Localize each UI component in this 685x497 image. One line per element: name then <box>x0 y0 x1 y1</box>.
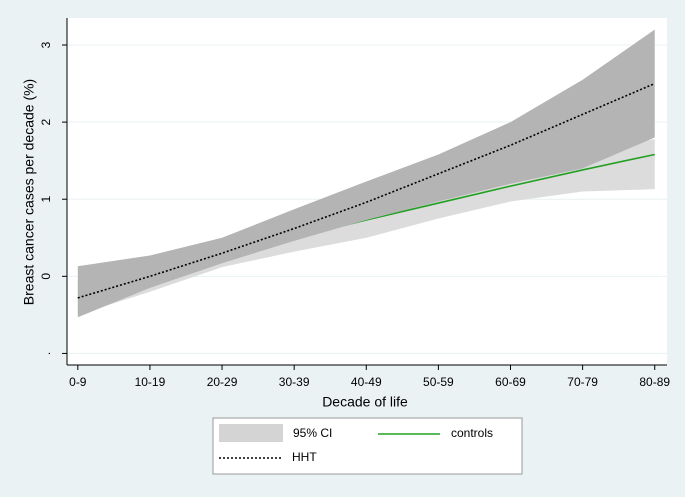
y-tick-label: 0 <box>39 273 53 280</box>
y-tick-label: 3 <box>39 41 53 48</box>
x-tick-label: 0-9 <box>69 375 87 389</box>
x-tick-label: 10-19 <box>135 375 166 389</box>
ci-band <box>77 29 655 318</box>
x-tick-label: 80-89 <box>639 375 670 389</box>
x-axis-label: Decade of life <box>322 394 408 410</box>
x-tick-label: 20-29 <box>207 375 238 389</box>
legend-label: 95% CI <box>293 426 332 440</box>
x-tick-label: 60-69 <box>495 375 526 389</box>
legend-label: HHT <box>292 450 317 464</box>
legend-label: controls <box>451 426 493 440</box>
y-tick-label: 1 <box>39 196 53 203</box>
y-tick-label: 2 <box>39 118 53 125</box>
series-line <box>77 82 656 299</box>
legend-items: 95% CI controls HHT <box>219 424 493 464</box>
y-axis-label: Breast cancer cases per decade (%) <box>21 79 37 305</box>
y-tick-label: . <box>39 352 53 355</box>
legend-swatch <box>219 424 283 442</box>
x-tick-label: 50-59 <box>423 375 454 389</box>
x-tick-label: 30-39 <box>279 375 310 389</box>
plot <box>67 29 667 354</box>
x-tick-label: 70-79 <box>567 375 598 389</box>
x-tick-label: 40-49 <box>351 375 382 389</box>
